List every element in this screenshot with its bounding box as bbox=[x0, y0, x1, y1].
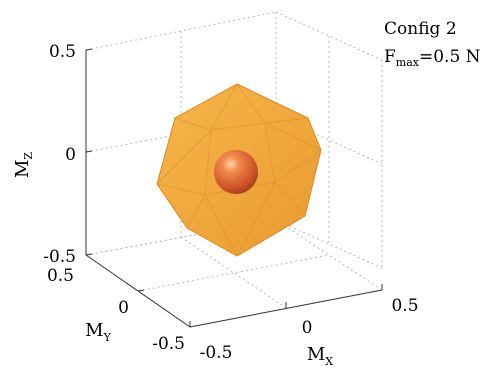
y-tick-label: 0.5 bbox=[47, 266, 74, 286]
x-tick-label: 0 bbox=[302, 318, 313, 338]
annotation-fmax-rest: =0.5 N bbox=[419, 47, 481, 67]
y-axis-label: MY bbox=[85, 320, 111, 344]
z-axis-label-sub: Z bbox=[22, 152, 35, 160]
y-tick-label: 0 bbox=[118, 298, 129, 318]
z-tick-label: -0.5 bbox=[43, 247, 76, 267]
z-axis-label: MZ bbox=[12, 152, 35, 178]
y-tick-labels: 0.5 0 -0.5 bbox=[47, 266, 185, 354]
y-tick-label: -0.5 bbox=[152, 334, 185, 354]
x-tick-labels: -0.5 0 0.5 bbox=[200, 296, 419, 363]
x-tick-label: 0.5 bbox=[391, 296, 418, 316]
z-tick-label: 0 bbox=[65, 145, 76, 165]
tick-marks bbox=[85, 48, 383, 327]
annotation-config: Config 2 bbox=[384, 19, 457, 39]
annotation-fmax-main: F bbox=[384, 47, 396, 67]
x-axis-label-sub: X bbox=[325, 355, 333, 368]
y-axis-label-sub: Y bbox=[103, 331, 112, 344]
y-axis-label-main: M bbox=[85, 320, 103, 341]
annotation-fmax-sub: max bbox=[396, 56, 420, 69]
z-tick-label: 0.5 bbox=[49, 42, 76, 62]
right-wall-grid bbox=[275, 11, 383, 269]
annotation-fmax: Fmax=0.5 N bbox=[384, 47, 481, 69]
z-axis-label-main: M bbox=[12, 160, 33, 178]
sphere bbox=[214, 150, 258, 194]
x-axis-label-main: M bbox=[307, 344, 325, 365]
x-axis-label: MX bbox=[307, 344, 333, 368]
z-tick-labels: 0.5 0 -0.5 bbox=[43, 42, 76, 267]
polyhedron-facet-edges bbox=[156, 83, 322, 257]
x-tick-label: -0.5 bbox=[200, 343, 233, 363]
annotation: Config 2 Fmax=0.5 N bbox=[384, 19, 481, 69]
